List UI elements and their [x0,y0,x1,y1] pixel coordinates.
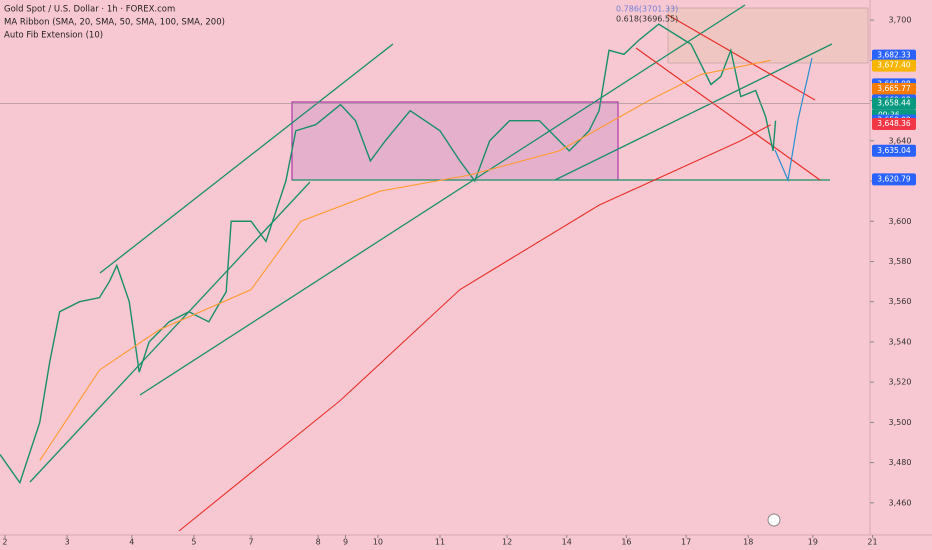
x-tick-label: 9 [343,538,348,547]
trend-line [554,43,833,181]
price-tag [872,97,916,110]
x-tick-label: 12 [502,538,512,547]
price-tag-label: 3,658.44 [877,99,911,108]
trend-line [99,43,394,274]
price-tag [872,144,916,157]
y-tick-label: 3,520 [889,378,912,387]
series-line [39,59,771,461]
trend-line [139,4,746,396]
x-tick-label: 10 [373,538,383,547]
indicator-label: MA Ribbon (SMA, 20, SMA, 50, SMA, 100, S… [4,18,225,28]
y-tick-label: 3,480 [889,458,912,467]
x-tick-label: 7 [249,538,254,547]
projection-path [774,57,813,183]
x-tick-label: 3 [65,538,70,547]
trend-line [667,14,816,101]
x-tick-label: 14 [562,538,572,547]
price-tag-label: 3,682.33 [877,51,911,60]
price-tag [872,49,916,62]
y-tick-label: 3,700 [889,16,912,25]
range-box [291,101,619,181]
price-tag-label: 3,665.77 [877,84,911,93]
price-tag [872,117,916,130]
x-tick-label: 4 [129,538,134,547]
y-tick-label: 3,460 [889,498,912,507]
y-tick-label: 3,600 [889,217,912,226]
price-tag [872,59,916,72]
indicator-label: Auto Fib Extension (10) [4,31,103,41]
x-tick-label: 17 [681,538,691,547]
price-tag [872,82,916,95]
event-icon [767,513,781,527]
x-tick-label: 18 [743,538,753,547]
trend-line [635,47,821,181]
y-tick-label: 3,580 [889,257,912,266]
y-tick-label: 3,500 [889,418,912,427]
x-tick-label: 19 [808,538,818,547]
x-tick-label: 11 [435,538,445,547]
fib-label: 0.618(3696.55) [616,15,678,24]
series-line [0,23,777,485]
chart-title: Gold Spot / U.S. Dollar · 1h · FOREX.com [4,5,175,15]
x-tick-label: 16 [621,538,631,547]
x-tick-label: 8 [316,538,321,547]
fib-label: 0.786(3701.33) [616,5,678,14]
series-line [178,124,771,532]
x-tick-label: 2 [2,538,7,547]
fib-box [667,7,869,64]
price-tag [872,173,916,186]
x-tick-label: 21 [867,538,877,547]
y-tick-label: 3,540 [889,337,912,346]
x-tick-label: 5 [191,538,196,547]
price-tag-label: 3,648.36 [877,119,911,128]
trend-line [29,181,311,483]
price-tag-label: 3,635.04 [877,146,911,155]
y-tick-label: 3,640 [889,136,912,145]
y-tick-label: 3,560 [889,297,912,306]
price-tag-label: 3,677.40 [877,61,911,70]
price-tag-label: 3,620.79 [877,174,911,183]
